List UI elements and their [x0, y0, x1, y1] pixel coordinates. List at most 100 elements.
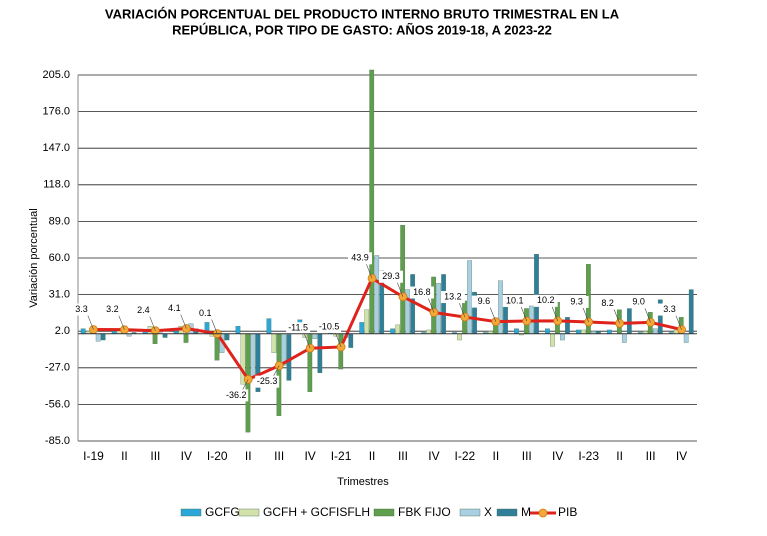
- data-label: 10.1: [506, 295, 524, 305]
- y-tick-label: -56.0: [45, 398, 70, 410]
- leader-line: [334, 331, 342, 348]
- bar: [581, 329, 586, 334]
- x-tick-label: IV: [552, 449, 563, 463]
- bar: [162, 333, 168, 338]
- label-bg: [657, 303, 682, 316]
- bar: [95, 333, 101, 342]
- legend-swatch: [180, 508, 202, 517]
- y-tick-label: 176.0: [42, 106, 70, 118]
- label-bg: [595, 297, 620, 310]
- chart-title: VARIACIÓN PORCENTUAL DEL PRODUCTO INTERN…: [105, 6, 620, 21]
- data-label: 3.3: [663, 304, 676, 314]
- bar: [183, 333, 189, 343]
- bar: [235, 326, 241, 334]
- label-bg: [69, 303, 94, 316]
- legend-swatch: [459, 508, 481, 517]
- bar: [276, 333, 282, 416]
- bar: [457, 333, 462, 341]
- x-tick-label: III: [398, 449, 408, 463]
- legend-label: GCFG: [205, 505, 240, 519]
- bar: [224, 333, 230, 341]
- legend-label: PIB: [558, 505, 577, 519]
- x-tick-label: III: [646, 449, 656, 463]
- y-tick-label: 205.0: [42, 69, 70, 81]
- x-tick-label: I-19: [83, 449, 104, 463]
- data-label: 29.3: [382, 271, 400, 281]
- y-tick-label: 60.0: [49, 252, 70, 264]
- x-tick-label: II: [492, 449, 499, 463]
- bar: [550, 333, 555, 347]
- leader-line: [149, 315, 156, 331]
- y-tick-label: 118.0: [43, 179, 70, 191]
- bar: [576, 329, 581, 334]
- y-tick-label: -27.0: [45, 362, 70, 374]
- data-label: -11.5: [288, 323, 308, 333]
- label-bg: [409, 286, 434, 299]
- bar: [606, 329, 612, 334]
- y-tick-label: 2.0: [55, 325, 70, 337]
- y-tick-label: -85.0: [45, 435, 70, 447]
- x-tick-label: I-23: [578, 449, 599, 463]
- data-label: 3.3: [75, 304, 88, 314]
- bar: [426, 329, 431, 334]
- x-tick-label: II: [121, 449, 128, 463]
- bar: [514, 328, 519, 334]
- leader-line: [675, 314, 682, 330]
- label-bg: [131, 304, 156, 317]
- leader-line: [118, 314, 125, 330]
- legend-marker: [538, 508, 548, 518]
- leader-line: [87, 314, 94, 330]
- data-label: 43.9: [351, 253, 369, 263]
- data-label: -25.3: [257, 376, 278, 386]
- bar: [436, 283, 441, 334]
- x-tick-label: II: [245, 449, 252, 463]
- bar: [364, 309, 370, 334]
- x-tick-label: III: [274, 449, 284, 463]
- legend-label: GCFH + GCFISFLH: [263, 505, 370, 519]
- bar: [271, 333, 277, 353]
- y-tick-label: 147.0: [42, 142, 70, 154]
- data-label: 2.4: [137, 305, 150, 315]
- bar: [621, 333, 627, 343]
- bar: [374, 255, 380, 334]
- label-bg: [162, 302, 187, 315]
- leader-line: [365, 263, 373, 279]
- leader-line: [551, 305, 559, 321]
- legend-swatch: [496, 508, 518, 517]
- label-bg: [348, 252, 373, 265]
- chart-title: REPÚBLICA, POR TIPO DE GASTO: AÑOS 2019-…: [172, 22, 552, 37]
- bar: [266, 318, 272, 334]
- data-label: 4.1: [168, 303, 181, 313]
- data-label: 16.8: [413, 287, 431, 297]
- leader-line: [489, 306, 497, 322]
- bar: [498, 280, 503, 334]
- x-tick-label: III: [522, 449, 532, 463]
- data-label: 9.0: [632, 297, 645, 307]
- bar: [560, 333, 565, 341]
- data-label: -36.2: [226, 390, 247, 400]
- x-tick-label: I-20: [207, 449, 228, 463]
- data-label: 10.2: [537, 295, 555, 305]
- bar: [307, 333, 313, 392]
- data-label: 13.2: [444, 291, 462, 301]
- bar: [369, 69, 375, 334]
- legend-label: FBK FIJO: [398, 505, 451, 519]
- label-bg: [471, 295, 496, 308]
- legend-swatch: [238, 508, 260, 517]
- bar: [652, 328, 658, 334]
- bar: [390, 328, 396, 334]
- bar: [683, 333, 689, 343]
- leader-line: [241, 379, 249, 391]
- bar: [441, 274, 446, 334]
- bar: [80, 328, 86, 334]
- x-tick-label: II: [616, 449, 623, 463]
- x-tick-label: IV: [181, 449, 192, 463]
- bar: [431, 276, 436, 334]
- bar: [312, 333, 318, 339]
- y-tick-label: 31.0: [49, 289, 70, 301]
- data-label: 0.1: [199, 308, 212, 318]
- bar: [250, 333, 256, 379]
- x-tick-label: I-21: [331, 449, 352, 463]
- label-bg: [317, 320, 342, 333]
